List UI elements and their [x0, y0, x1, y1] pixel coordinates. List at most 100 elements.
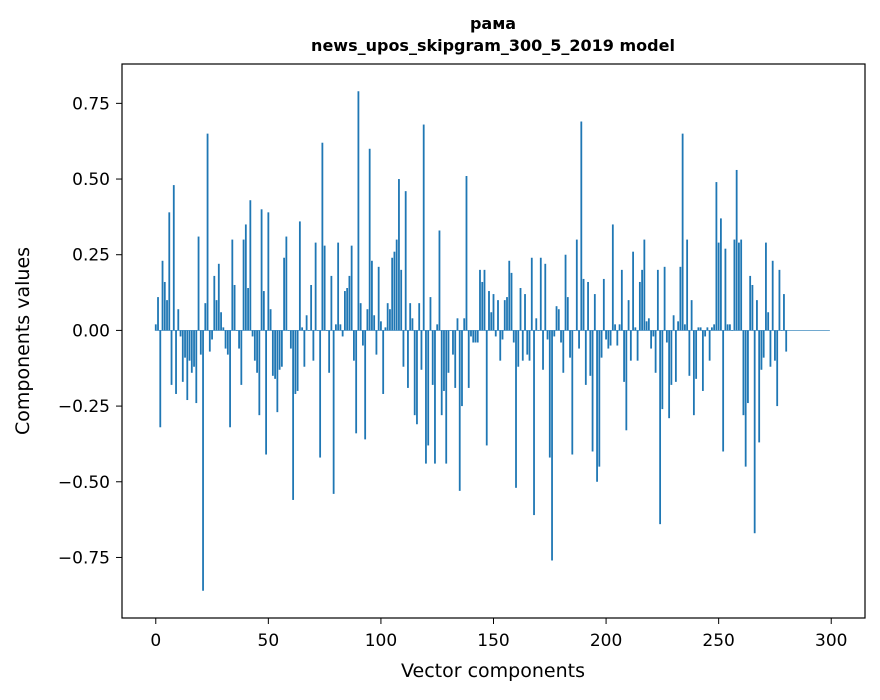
bar-component-230 [673, 315, 675, 330]
bar-component-37 [238, 330, 240, 348]
bar-component-148 [488, 291, 490, 330]
bar-component-169 [535, 318, 537, 330]
bar-component-118 [421, 330, 423, 369]
bar-component-16 [191, 330, 193, 372]
bar-component-122 [430, 297, 432, 330]
bar-component-105 [391, 258, 393, 331]
bar-component-201 [607, 330, 609, 348]
bar-component-42 [249, 200, 251, 330]
bar-component-273 [770, 330, 772, 366]
bar-component-116 [416, 330, 418, 424]
bar-component-247 [711, 327, 713, 330]
bar-component-127 [441, 330, 443, 415]
bar-component-6 [168, 212, 170, 330]
bar-component-30 [222, 327, 224, 330]
bar-component-135 [459, 330, 461, 490]
bar-component-222 [655, 330, 657, 372]
bar-component-250 [718, 243, 720, 331]
bar-component-1 [157, 297, 159, 330]
bar-component-208 [623, 330, 625, 381]
bar-component-168 [533, 330, 535, 515]
bar-component-0 [155, 324, 157, 330]
bar-component-178 [556, 306, 558, 330]
bar-component-254 [727, 324, 729, 330]
bar-component-240 [695, 330, 697, 378]
bar-component-218 [646, 321, 648, 330]
bar-component-153 [499, 330, 501, 360]
bar-component-32 [227, 330, 229, 354]
bar-component-162 [520, 288, 522, 330]
bar-component-31 [225, 330, 227, 348]
bar-component-245 [706, 327, 708, 330]
bar-component-255 [729, 324, 731, 330]
bar-component-15 [189, 330, 191, 360]
bar-component-258 [736, 170, 738, 330]
bar-component-262 [745, 330, 747, 466]
bar-component-55 [279, 330, 281, 369]
bar-component-60 [290, 330, 292, 348]
bar-component-144 [479, 270, 481, 331]
bar-component-115 [414, 330, 416, 415]
bar-component-183 [567, 297, 569, 330]
bar-component-249 [716, 182, 718, 330]
bar-component-138 [466, 176, 468, 330]
bar-component-212 [632, 252, 634, 331]
bar-component-243 [702, 330, 704, 391]
bar-component-136 [461, 330, 463, 406]
bar-component-209 [625, 330, 627, 430]
bar-component-160 [515, 330, 517, 487]
bar-component-99 [378, 267, 380, 331]
bar-component-28 [218, 264, 220, 331]
bar-component-123 [432, 330, 434, 384]
bar-component-263 [747, 330, 749, 403]
bar-component-210 [628, 300, 630, 330]
bar-component-133 [454, 330, 456, 388]
bar-component-158 [511, 273, 513, 331]
bar-component-266 [754, 330, 756, 533]
bar-component-108 [398, 179, 400, 330]
bar-component-176 [551, 330, 553, 560]
bar-component-203 [612, 224, 614, 330]
bar-component-157 [508, 261, 510, 331]
y-tick-label: 0.25 [72, 246, 110, 266]
bar-component-265 [752, 285, 754, 330]
bar-component-109 [400, 270, 402, 331]
bar-component-23 [207, 134, 209, 331]
bar-component-143 [477, 330, 479, 342]
bar-component-100 [380, 321, 382, 330]
bar-component-180 [560, 330, 562, 342]
bar-component-233 [679, 267, 681, 331]
bar-component-35 [234, 285, 236, 330]
bar-component-5 [166, 300, 168, 330]
bar-component-79 [333, 330, 335, 493]
bar-component-45 [256, 330, 258, 372]
bar-component-95 [369, 149, 371, 331]
bar-component-22 [204, 303, 206, 330]
bar-component-132 [452, 330, 454, 354]
bar-component-27 [216, 300, 218, 330]
bar-component-175 [549, 330, 551, 457]
bar-component-78 [330, 276, 332, 330]
bar-component-117 [418, 303, 420, 330]
bar-component-96 [371, 261, 373, 331]
bar-component-57 [283, 258, 285, 331]
bar-component-38 [240, 330, 242, 384]
bar-component-173 [544, 264, 546, 331]
bar-component-134 [457, 318, 459, 330]
bar-component-124 [434, 330, 436, 463]
bar-component-51 [270, 309, 272, 330]
bar-component-52 [272, 330, 274, 375]
bar-component-232 [677, 321, 679, 330]
bar-component-206 [619, 324, 621, 330]
bar-component-63 [297, 330, 299, 391]
x-tick-label: 0 [150, 631, 161, 651]
bar-component-228 [668, 330, 670, 418]
bar-component-10 [177, 309, 179, 330]
bar-component-156 [506, 297, 508, 330]
bar-component-2 [159, 330, 161, 427]
bar-component-121 [427, 330, 429, 445]
bar-component-244 [704, 330, 706, 336]
bar-component-167 [531, 258, 533, 331]
bar-component-48 [263, 291, 265, 330]
